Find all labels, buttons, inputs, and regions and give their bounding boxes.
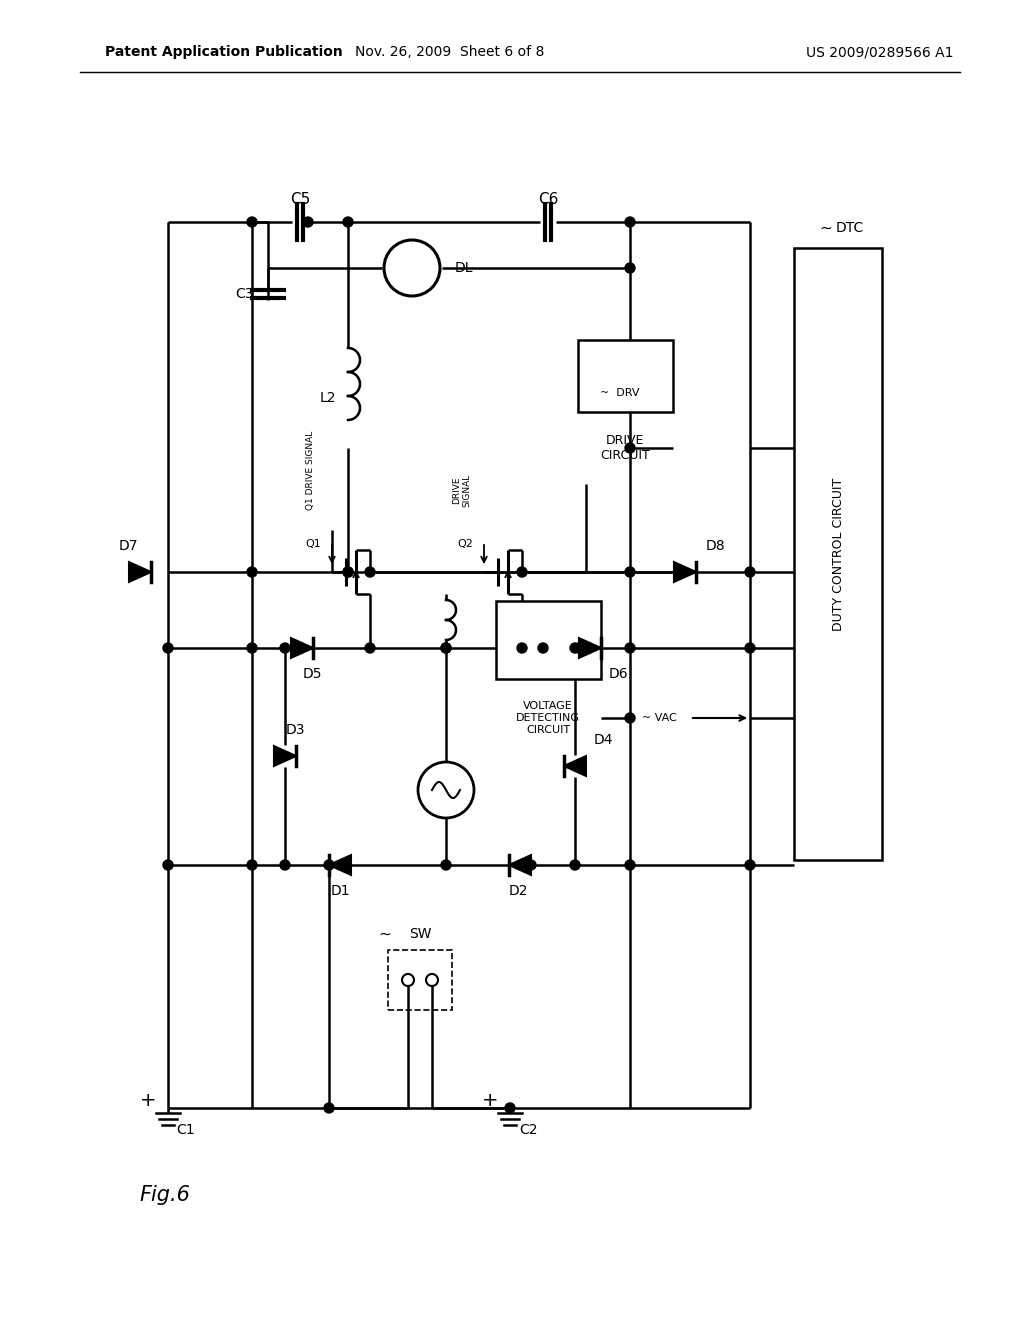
Text: DRIVE
SIGNAL: DRIVE SIGNAL (453, 474, 472, 507)
Circle shape (538, 643, 548, 653)
Text: D3: D3 (286, 723, 305, 737)
Text: DTC: DTC (836, 220, 864, 235)
Polygon shape (129, 562, 151, 582)
Text: D4: D4 (593, 733, 612, 747)
Polygon shape (579, 638, 601, 657)
Text: +: + (481, 1090, 499, 1110)
Text: Fig.6: Fig.6 (139, 1185, 190, 1205)
Text: ~  DRV: ~ DRV (600, 388, 640, 399)
Circle shape (418, 762, 474, 818)
Text: D8: D8 (706, 539, 725, 553)
Text: +: + (139, 1090, 157, 1110)
Text: Q1: Q1 (305, 539, 321, 549)
Text: Q1 DRIVE SIGNAL: Q1 DRIVE SIGNAL (305, 430, 314, 510)
Polygon shape (274, 746, 296, 766)
Text: C2: C2 (519, 1123, 538, 1137)
Circle shape (280, 861, 290, 870)
Circle shape (625, 216, 635, 227)
Text: ~: ~ (819, 220, 833, 235)
Circle shape (247, 643, 257, 653)
Circle shape (517, 643, 527, 653)
Circle shape (745, 861, 755, 870)
Text: DL: DL (455, 261, 473, 275)
Circle shape (625, 263, 635, 273)
Circle shape (247, 216, 257, 227)
Circle shape (303, 216, 313, 227)
Circle shape (570, 643, 580, 653)
Text: C3: C3 (234, 286, 253, 301)
Circle shape (745, 643, 755, 653)
Text: C6: C6 (538, 193, 558, 207)
Circle shape (324, 1104, 334, 1113)
Circle shape (526, 861, 536, 870)
Circle shape (441, 861, 451, 870)
Text: US 2009/0289566 A1: US 2009/0289566 A1 (806, 45, 953, 59)
Text: L2: L2 (319, 391, 336, 405)
Circle shape (247, 861, 257, 870)
Circle shape (625, 861, 635, 870)
Bar (794, 248, 882, 861)
Text: D1: D1 (330, 884, 350, 898)
Text: DUTY CONTROL CIRCUIT: DUTY CONTROL CIRCUIT (831, 478, 845, 631)
Circle shape (570, 861, 580, 870)
Circle shape (365, 568, 375, 577)
Circle shape (574, 643, 584, 653)
Text: D5: D5 (302, 667, 322, 681)
Circle shape (441, 643, 451, 653)
Circle shape (163, 643, 173, 653)
Text: Patent Application Publication: Patent Application Publication (105, 45, 343, 59)
Text: VDET: VDET (564, 616, 594, 627)
Text: ~ VAC: ~ VAC (642, 713, 677, 723)
Polygon shape (564, 756, 586, 776)
Text: Nov. 26, 2009  Sheet 6 of 8: Nov. 26, 2009 Sheet 6 of 8 (355, 45, 545, 59)
Circle shape (247, 568, 257, 577)
Circle shape (343, 216, 353, 227)
Circle shape (745, 568, 755, 577)
Polygon shape (509, 855, 531, 875)
Circle shape (625, 444, 635, 453)
Circle shape (163, 861, 173, 870)
Circle shape (365, 643, 375, 653)
Circle shape (441, 643, 451, 653)
Polygon shape (674, 562, 696, 582)
Text: VOLTAGE
DETECTING
CIRCUIT: VOLTAGE DETECTING CIRCUIT (516, 701, 580, 735)
Polygon shape (329, 855, 351, 875)
Circle shape (343, 568, 353, 577)
Circle shape (625, 568, 635, 577)
Text: ~: ~ (379, 927, 391, 941)
Text: SW: SW (409, 927, 431, 941)
Circle shape (625, 643, 635, 653)
Polygon shape (291, 638, 313, 657)
Circle shape (505, 1104, 515, 1113)
Text: DRIVE
CIRCUIT: DRIVE CIRCUIT (600, 434, 650, 462)
Circle shape (517, 568, 527, 577)
Circle shape (384, 240, 440, 296)
Bar (578, 341, 673, 412)
Text: D7: D7 (118, 539, 138, 553)
Text: Q2: Q2 (457, 539, 473, 549)
Text: D6: D6 (608, 667, 628, 681)
Text: C5: C5 (290, 193, 310, 207)
Circle shape (280, 643, 290, 653)
Bar (388, 950, 452, 1010)
Circle shape (324, 861, 334, 870)
Text: C1: C1 (177, 1123, 196, 1137)
Circle shape (343, 568, 353, 577)
Bar (496, 601, 600, 678)
Circle shape (426, 974, 438, 986)
Circle shape (625, 713, 635, 723)
Circle shape (402, 974, 414, 986)
Text: D2: D2 (508, 884, 527, 898)
